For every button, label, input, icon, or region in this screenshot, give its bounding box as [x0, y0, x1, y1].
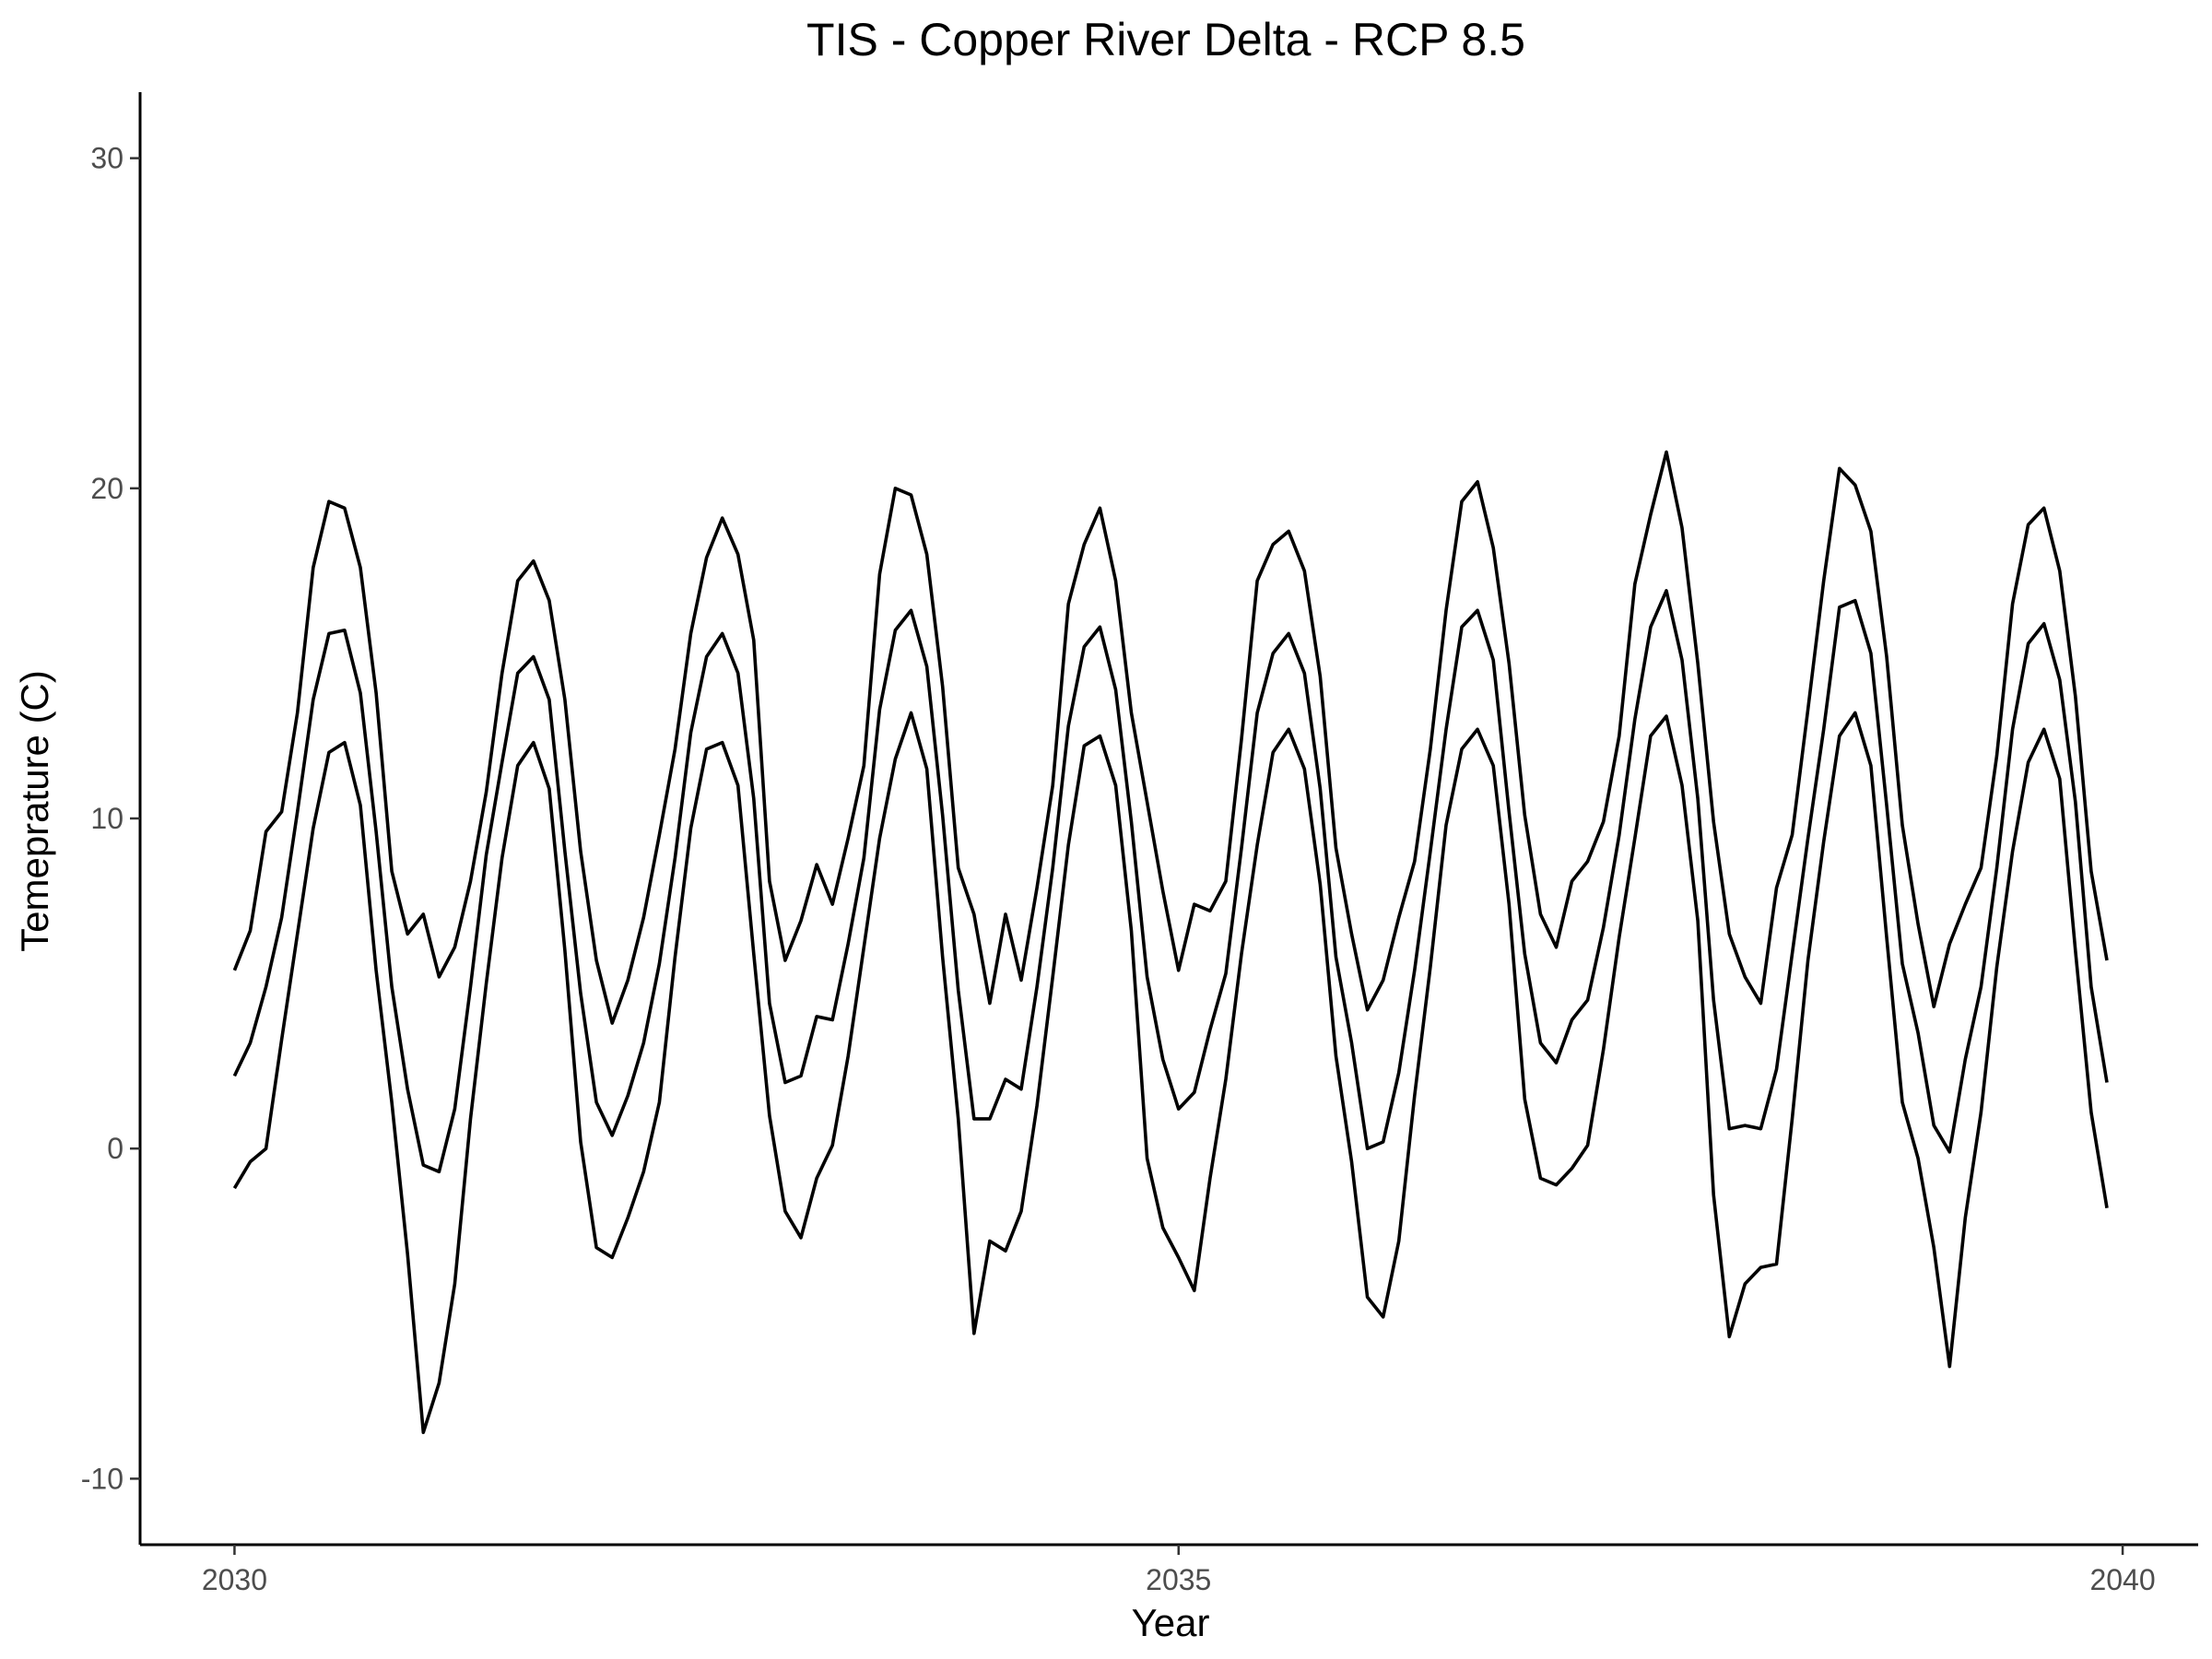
y-tick-label: -10 [81, 1462, 124, 1495]
y-tick-label: 0 [107, 1132, 124, 1165]
series-line-1 [232, 450, 2109, 1025]
x-axis: 2030 2035 2040 [140, 1543, 2198, 1596]
y-tick-label: 20 [90, 472, 124, 505]
x-tick-label: 2030 [202, 1563, 267, 1596]
y-axis-title: Temeprature (C) [13, 670, 56, 952]
series-group [232, 450, 2109, 1434]
x-axis-title: Year [1132, 1601, 1210, 1644]
series-line-3 [232, 711, 2109, 1434]
x-tick-label: 2035 [1146, 1563, 1211, 1596]
series-line-2 [232, 589, 2109, 1174]
y-axis: -10 0 10 20 30 [81, 92, 142, 1545]
chart-title: TIS - Copper River Delta - RCP 8.5 [806, 14, 1525, 65]
y-tick-label: 30 [90, 142, 124, 175]
x-tick-label: 2040 [2089, 1563, 2155, 1596]
y-tick-label: 10 [90, 802, 124, 835]
